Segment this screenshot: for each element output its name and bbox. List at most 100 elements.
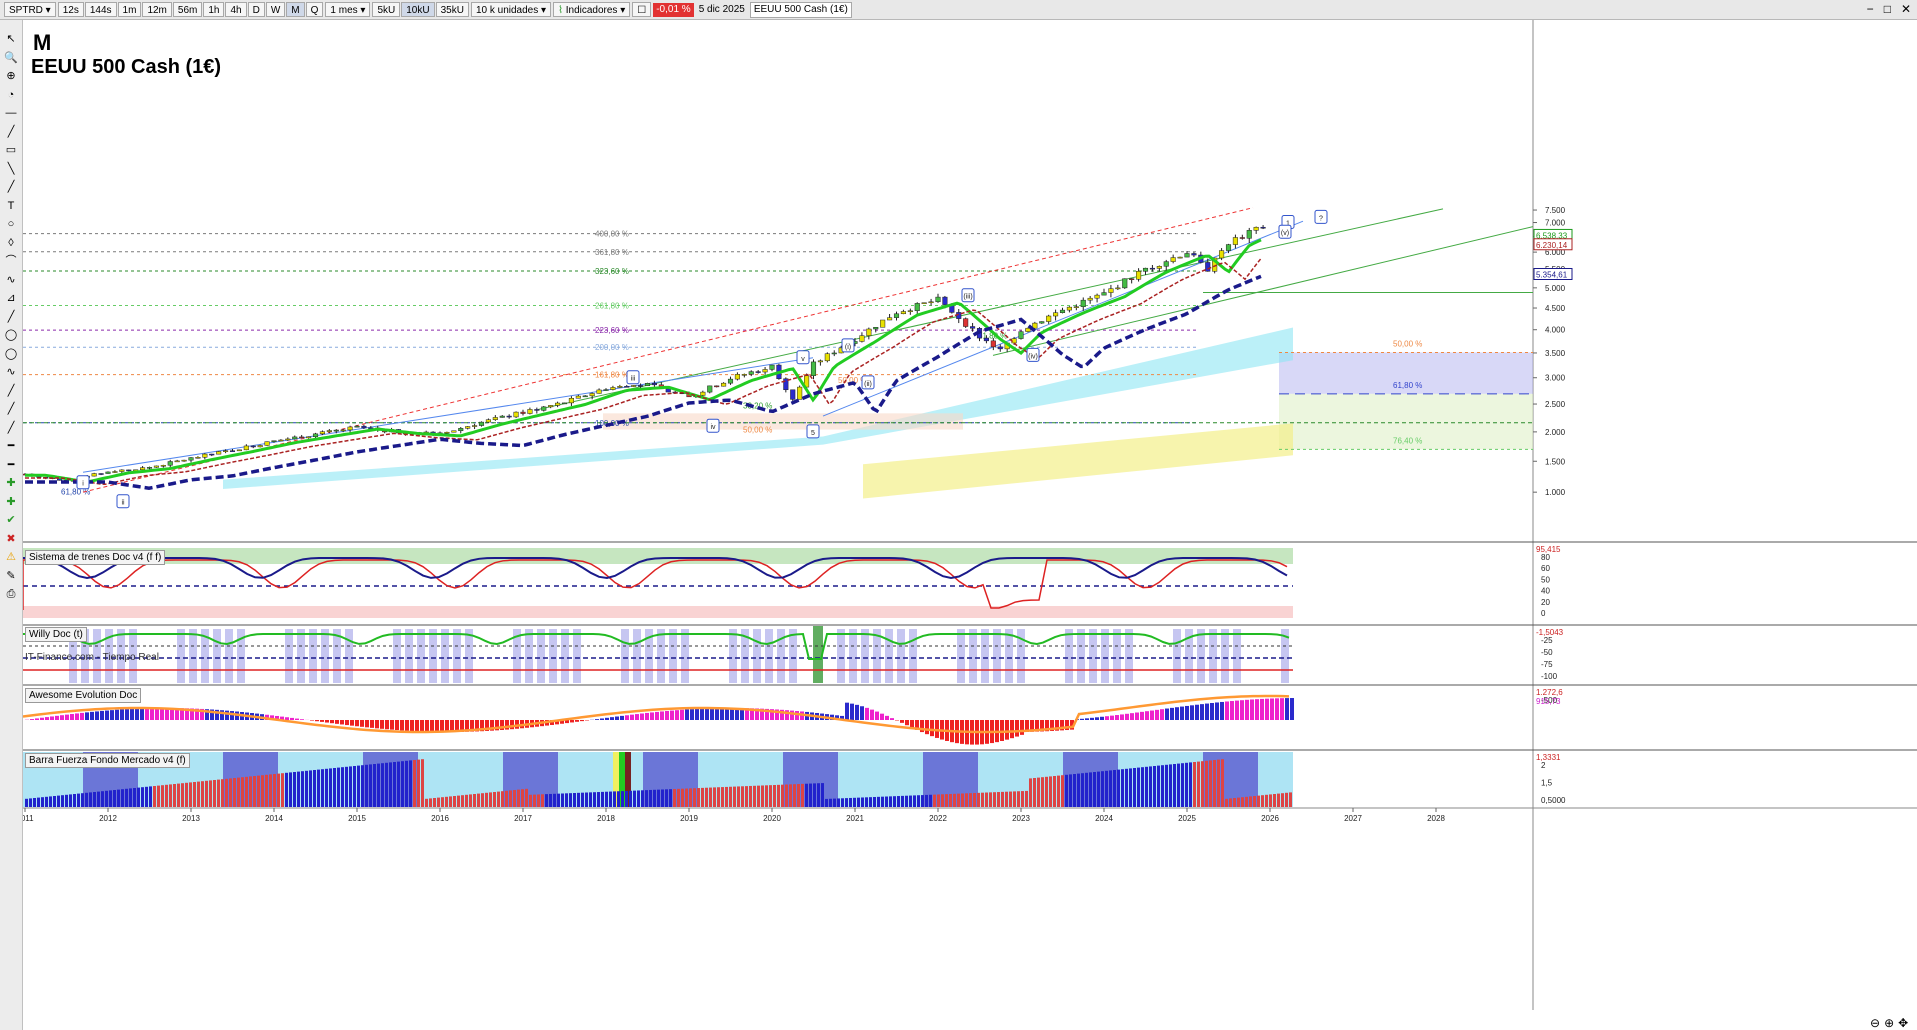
- tool-wave-icon[interactable]: ∿: [6, 273, 16, 286]
- unit-10ku[interactable]: 10kU: [401, 2, 435, 17]
- barra-bar: [753, 785, 756, 807]
- candle-body: [1177, 256, 1183, 259]
- tool-diamond-icon[interactable]: ◊: [8, 236, 14, 249]
- barra-bar: [945, 794, 948, 807]
- panel-title-trenes[interactable]: Sistema de trenes Doc v4 (f f): [25, 550, 166, 565]
- tool-line-thick-icon[interactable]: ━: [7, 440, 15, 452]
- tool-delete-icon[interactable]: ✖: [6, 532, 16, 545]
- tool-edit-icon[interactable]: ✎: [6, 569, 16, 582]
- timeframe-12s[interactable]: 12s: [57, 2, 84, 17]
- candle-body: [1253, 226, 1259, 231]
- tool-pen3-icon[interactable]: ╱: [7, 421, 15, 434]
- minimize-icon[interactable]: −: [1866, 2, 1874, 16]
- tool-check-icon[interactable]: ✔: [6, 514, 16, 526]
- wave-label-text: (iv): [1028, 353, 1038, 360]
- barra-bar: [473, 794, 476, 807]
- panel-title-barra[interactable]: Barra Fuerza Fondo Mercado v4 (f): [25, 753, 190, 768]
- willy-bar: [1101, 629, 1109, 683]
- panel-tick-label: -75: [1541, 660, 1553, 669]
- awesome-bar: [150, 708, 154, 720]
- tool-crosshair-icon[interactable]: ⊕: [6, 70, 16, 82]
- awesome-bar: [840, 715, 844, 720]
- barra-bar: [937, 794, 940, 807]
- tool-text-icon[interactable]: T: [7, 199, 15, 212]
- tool-channel-icon[interactable]: ╱: [7, 181, 15, 193]
- symbol-selector[interactable]: SPTRD ▾: [4, 2, 56, 17]
- awesome-bar: [680, 709, 684, 720]
- chart-area[interactable]: 400,00 % 361,80 % 323,60 % 261,80 % 223,60 %…: [23, 20, 1917, 1030]
- awesome-bar: [1060, 720, 1064, 731]
- awesome-bar: [95, 711, 99, 720]
- tool-triangle-icon[interactable]: ⊿: [6, 292, 16, 304]
- view-toggle-button[interactable]: ☐: [632, 2, 652, 17]
- tool-circle-icon[interactable]: ○: [7, 218, 15, 230]
- panel-title-willy[interactable]: Willy Doc (t): [25, 627, 87, 642]
- barra-bar: [285, 772, 288, 807]
- barra-bar: [221, 779, 224, 807]
- unit-5ku[interactable]: 5kU: [372, 2, 401, 17]
- timeframe-1m[interactable]: 1m: [117, 2, 142, 17]
- barra-bar: [465, 794, 468, 807]
- barra-bar: [969, 793, 972, 807]
- barra-bar: [1137, 767, 1140, 807]
- candle-body: [451, 430, 457, 433]
- tool-clock-icon[interactable]: ◔: [7, 88, 15, 101]
- pan-icon[interactable]: ✥: [1898, 1016, 1909, 1030]
- tool-zoom-icon[interactable]: 🔍: [4, 51, 18, 64]
- barra-bar: [297, 771, 300, 807]
- tool-cursor-icon[interactable]: ↖: [6, 33, 16, 45]
- tool-curve-icon[interactable]: ∿: [6, 366, 16, 378]
- timeframe-4h[interactable]: 4h: [225, 2, 247, 17]
- barra-bar: [757, 785, 760, 807]
- retrace-label: 50,00 %: [743, 426, 772, 435]
- tool-fib-icon[interactable]: ╱: [7, 310, 15, 323]
- period-selector[interactable]: 1 mes ▾: [325, 2, 371, 17]
- awesome-bar: [1165, 708, 1169, 720]
- tool-rectangle-icon[interactable]: ▭: [5, 144, 17, 156]
- tool-trendline-icon[interactable]: ╱: [7, 125, 15, 138]
- timeframe-w[interactable]: W: [265, 2, 286, 17]
- chart-svg[interactable]: 400,00 %361,80 %323,60 %261,80 %223,60 %…: [23, 20, 1917, 1030]
- timeframe-q[interactable]: Q: [305, 2, 324, 17]
- maximize-icon[interactable]: □: [1883, 2, 1891, 16]
- barra-bar: [705, 787, 708, 807]
- candle-body: [292, 436, 298, 440]
- tool-ellipse-icon[interactable]: ◯: [4, 329, 18, 341]
- indicators-button[interactable]: ⌇ Indicadores ▾: [553, 2, 631, 17]
- candle-body: [555, 402, 561, 406]
- barra-bar: [37, 797, 40, 807]
- timeframe-d[interactable]: D: [247, 2, 265, 17]
- barra-bar: [837, 798, 840, 807]
- barra-bar: [949, 793, 952, 807]
- timeframe-144s[interactable]: 144s: [84, 2, 117, 17]
- close-icon[interactable]: ✕: [1900, 2, 1911, 16]
- tool-pen2-icon[interactable]: ╱: [7, 403, 15, 415]
- timeframe-56m[interactable]: 56m: [172, 2, 203, 17]
- awesome-bar: [1130, 713, 1134, 720]
- tool-pen-icon[interactable]: ╱: [7, 384, 15, 397]
- tool-line-thick2-icon[interactable]: ━: [7, 458, 15, 471]
- timeframe-1h[interactable]: 1h: [203, 2, 225, 17]
- unit-35ku[interactable]: 35kU: [435, 2, 469, 17]
- tool-print-icon[interactable]: ⎙: [6, 588, 16, 600]
- panel-tick-label: 1,5: [1541, 779, 1553, 788]
- wave-label-text: ?: [1319, 215, 1323, 222]
- panel-title-awesome[interactable]: Awesome Evolution Doc: [25, 688, 142, 703]
- tool-arc-icon[interactable]: ⌒: [5, 255, 17, 267]
- unit-select[interactable]: 10 k unidades ▾: [470, 2, 552, 17]
- barra-bar: [1189, 762, 1192, 807]
- timeframe-m[interactable]: M: [286, 2, 305, 17]
- tool-add2-icon[interactable]: ✚: [6, 495, 16, 508]
- tool-alert-icon[interactable]: ⚠: [6, 551, 16, 563]
- awesome-bar: [515, 720, 519, 729]
- wave-label: (iii): [961, 288, 975, 303]
- tool-ellipse2-icon[interactable]: ◯: [4, 347, 18, 360]
- willy-bar: [429, 629, 437, 683]
- zoom-in-icon[interactable]: ⊕: [1884, 1016, 1895, 1030]
- tool-ray-icon[interactable]: ╲: [7, 162, 15, 175]
- tool-add-icon[interactable]: ✚: [6, 477, 16, 489]
- awesome-bar: [165, 708, 169, 720]
- tool-hline-icon[interactable]: —: [5, 107, 17, 119]
- zoom-out-icon[interactable]: ⊖: [1870, 1016, 1881, 1030]
- timeframe-12m[interactable]: 12m: [142, 2, 172, 17]
